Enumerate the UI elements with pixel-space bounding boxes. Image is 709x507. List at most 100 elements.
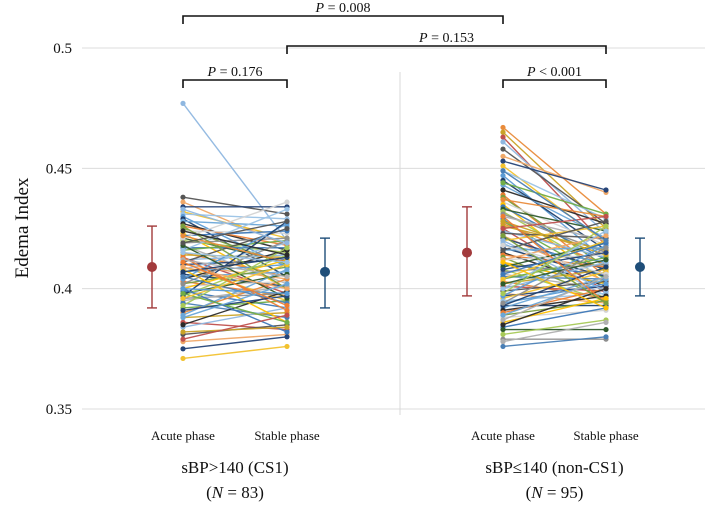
paired-line bbox=[502, 235, 607, 304]
stable-point bbox=[284, 290, 290, 297]
stable-point bbox=[603, 300, 609, 306]
group-name: sBP≤140 (non-CS1) bbox=[485, 458, 623, 477]
stable-point bbox=[603, 233, 609, 239]
phase-label: Stable phase bbox=[254, 428, 320, 443]
acute-mean-marker bbox=[147, 262, 157, 273]
paired-line bbox=[502, 278, 607, 316]
y-tick-label: 0.45 bbox=[46, 161, 72, 177]
paired-line bbox=[502, 307, 607, 328]
paired-line bbox=[182, 220, 288, 244]
paired-line bbox=[182, 336, 288, 350]
acute-point bbox=[500, 290, 506, 297]
acute-point bbox=[500, 134, 506, 140]
acute-point bbox=[180, 322, 186, 328]
p-value-label: P = 0.153 bbox=[418, 31, 474, 46]
group-n-symbol: N bbox=[530, 483, 544, 502]
paired-line bbox=[502, 126, 607, 215]
acute-point bbox=[500, 317, 506, 323]
acute-point bbox=[180, 194, 186, 200]
acute-point bbox=[180, 233, 186, 239]
paired-lines bbox=[182, 102, 607, 360]
acute-point bbox=[500, 218, 506, 224]
paired-line bbox=[182, 201, 288, 239]
paired-line bbox=[502, 259, 607, 285]
stable-point bbox=[603, 274, 609, 280]
stable-point bbox=[284, 206, 290, 212]
paired-line bbox=[502, 256, 607, 280]
p-symbol: P bbox=[418, 31, 428, 46]
paired-line bbox=[502, 275, 607, 309]
phase-label: Acute phase bbox=[151, 428, 215, 443]
stable-point bbox=[603, 237, 609, 244]
y-tick-label: 0.4 bbox=[53, 282, 72, 298]
acute-point bbox=[180, 269, 186, 275]
significance-bracket bbox=[502, 79, 607, 88]
paired-line bbox=[182, 314, 288, 340]
paired-line bbox=[182, 283, 288, 319]
acute-point bbox=[500, 172, 506, 179]
paired-line bbox=[182, 345, 288, 360]
stable-mean-marker bbox=[635, 262, 645, 273]
p-value-label: P < 0.001 bbox=[526, 65, 582, 80]
acute-point bbox=[500, 339, 506, 345]
paired-line bbox=[502, 225, 607, 295]
stable-point bbox=[284, 312, 290, 318]
paired-line bbox=[502, 319, 607, 336]
stable-point bbox=[603, 305, 609, 311]
paired-line bbox=[182, 333, 288, 343]
stable-point bbox=[603, 218, 609, 224]
acute-point bbox=[180, 286, 186, 292]
acute-point bbox=[180, 206, 186, 212]
acute-point bbox=[500, 300, 506, 306]
stable-point bbox=[284, 324, 290, 330]
paired-line bbox=[182, 230, 288, 256]
paired-line bbox=[502, 239, 607, 292]
stable-point bbox=[603, 228, 609, 234]
acute-point bbox=[180, 223, 186, 229]
acute-point bbox=[180, 290, 186, 297]
stable-point bbox=[603, 326, 609, 333]
acute-point bbox=[180, 281, 186, 287]
stable-point bbox=[284, 334, 290, 340]
stable-point bbox=[603, 213, 609, 220]
acute-point bbox=[500, 343, 506, 350]
p-symbol: P bbox=[526, 65, 536, 80]
paired-line bbox=[502, 155, 607, 194]
stable-point bbox=[603, 286, 609, 292]
stable-point bbox=[603, 295, 609, 301]
stable-point bbox=[603, 187, 609, 193]
acute-point bbox=[180, 295, 186, 301]
stable-point bbox=[603, 319, 609, 325]
group-n-open: ( bbox=[526, 483, 532, 502]
acute-point bbox=[500, 242, 506, 248]
acute-point bbox=[500, 266, 506, 273]
phase-label: Acute phase bbox=[471, 428, 535, 443]
acute-point bbox=[500, 271, 506, 277]
p-value-text: < 0.001 bbox=[536, 65, 582, 80]
paired-line bbox=[502, 230, 607, 259]
paired-line bbox=[182, 292, 288, 324]
paired-line bbox=[182, 290, 288, 309]
mean-error-bars bbox=[147, 206, 645, 309]
stable-point bbox=[603, 223, 609, 229]
paired-line bbox=[182, 223, 288, 251]
acute-point bbox=[500, 197, 506, 203]
acute-point bbox=[500, 158, 506, 164]
acute-point bbox=[180, 264, 186, 270]
acute-point bbox=[180, 314, 186, 321]
stable-point bbox=[284, 319, 290, 325]
paired-line bbox=[182, 208, 288, 251]
stable-point bbox=[284, 307, 290, 313]
group-n-symbol: N bbox=[211, 483, 225, 502]
stable-point bbox=[284, 329, 290, 335]
acute-point bbox=[180, 355, 186, 362]
acute-point bbox=[180, 346, 186, 352]
significance-bracket bbox=[182, 15, 504, 24]
acute-point bbox=[500, 281, 506, 287]
paired-line bbox=[182, 237, 288, 244]
stable-point bbox=[603, 257, 609, 263]
acute-point bbox=[500, 247, 506, 253]
phase-label: Stable phase bbox=[573, 428, 639, 443]
paired-line bbox=[182, 268, 288, 323]
p-value-label: P = 0.008 bbox=[315, 1, 371, 16]
